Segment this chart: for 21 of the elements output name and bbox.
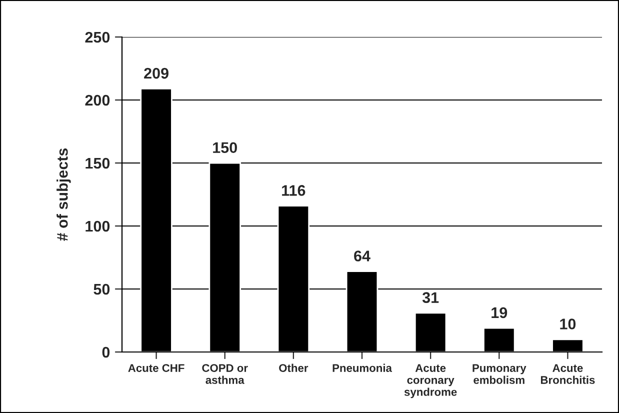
data-label: 150 xyxy=(213,142,237,154)
data-label: 116 xyxy=(282,185,306,196)
y-tick-label: 0 xyxy=(102,346,110,358)
y-axis-title: # of subjects xyxy=(56,148,71,241)
x-tick-label: Acute Bronchitis xyxy=(540,364,595,384)
x-tick-label: Other xyxy=(279,364,308,372)
y-tick-label: 200 xyxy=(85,94,110,106)
y-tick-label: 50 xyxy=(94,284,110,295)
data-label: 10 xyxy=(560,318,576,330)
data-label: 64 xyxy=(354,250,370,262)
y-tick-label: 250 xyxy=(85,32,110,43)
x-tick-label: Acute CHF xyxy=(128,364,184,372)
data-label: 31 xyxy=(422,292,439,303)
data-label: 209 xyxy=(144,68,168,79)
x-tick-label: Pumonary embolism xyxy=(472,364,526,384)
x-tick-label: Pneumonia xyxy=(332,364,392,372)
y-tick-label: 150 xyxy=(86,158,110,169)
x-tick-label: Acute coronary syndrome xyxy=(404,364,457,398)
y-tick-label: 100 xyxy=(86,220,110,232)
x-tick-label: COPD or asthma xyxy=(202,364,248,384)
data-label: 19 xyxy=(492,307,508,318)
